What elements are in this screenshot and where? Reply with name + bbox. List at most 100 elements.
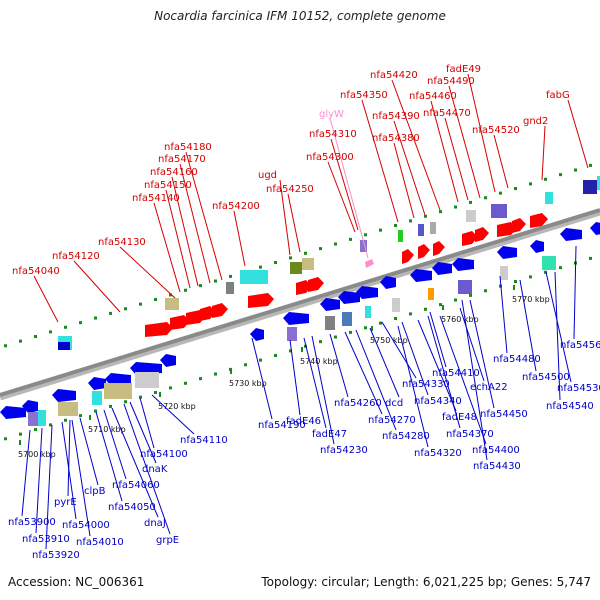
forward-gene-box <box>466 210 476 222</box>
reverse-gene-label: nfa53920 <box>32 550 80 561</box>
backbone <box>0 208 600 397</box>
reverse-gene-arrow <box>320 298 340 311</box>
tick-row-upper <box>349 237 352 241</box>
forward-gene-label: nfa54160 <box>150 167 198 178</box>
tick-row-upper <box>454 205 457 209</box>
tick-row-upper <box>424 214 427 218</box>
reverse-gene-label: nfa54230 <box>320 445 368 456</box>
forward-gene-box <box>226 282 234 294</box>
tick-row-lower <box>79 414 82 418</box>
reverse-gene-box <box>28 412 40 426</box>
reverse-gene-label: fadE48 <box>442 412 477 423</box>
tick-row-lower <box>544 270 547 274</box>
tick-row-upper <box>94 316 97 320</box>
tick-row-lower <box>334 335 337 339</box>
scale-label: 5720 kbp <box>158 402 196 411</box>
tick-row-upper <box>79 321 82 325</box>
reverse-gene-label: nfa54340 <box>414 396 462 407</box>
tick-row-upper <box>139 302 142 306</box>
tick-row-upper <box>4 344 7 348</box>
forward-gene-label: nfa54420 <box>370 70 418 81</box>
tick-row-lower <box>124 400 127 404</box>
reverse-gene-label: nfa54320 <box>414 448 462 459</box>
forward-gene-box <box>583 180 597 194</box>
reverse-gene-label: nfa54110 <box>180 435 228 446</box>
tick-row-lower <box>19 432 22 436</box>
reverse-leader-line <box>311 335 335 445</box>
forward-gene-label: nfa54460 <box>409 91 457 102</box>
forward-gene-label: fadE49 <box>446 64 481 75</box>
tick-row-upper <box>34 335 37 339</box>
reverse-gene-label: nfa54370 <box>446 429 494 440</box>
forward-gene-label: nfa54520 <box>472 125 520 136</box>
tick-row-upper <box>514 187 517 191</box>
reverse-gene-label: nfa54270 <box>368 415 416 426</box>
tick-row-lower <box>514 280 517 284</box>
reverse-leader-line <box>329 333 349 398</box>
forward-leader-line <box>165 189 191 289</box>
reverse-gene-arrow <box>530 240 544 253</box>
reverse-leader-line <box>289 339 301 416</box>
scale-label: 5760 kbp <box>441 315 479 324</box>
forward-gene-label: nfa54490 <box>427 76 475 87</box>
reverse-gene-box <box>325 316 335 330</box>
tick-row-lower <box>379 321 382 325</box>
reverse-leader-line <box>67 419 71 497</box>
reverse-leader-line <box>111 407 159 518</box>
tick-row-upper <box>274 261 277 265</box>
accession-text: Accession: NC_006361 <box>8 575 145 589</box>
forward-gene-arrow <box>402 249 414 264</box>
forward-gene-box <box>290 262 302 274</box>
reverse-gene-label: clpB <box>84 486 106 497</box>
forward-leader-line <box>119 246 176 299</box>
reverse-leader-line <box>417 319 457 412</box>
forward-gene-label: nfa54130 <box>98 237 146 248</box>
forward-gene-arrow <box>418 244 430 259</box>
tick-row-lower <box>64 418 67 422</box>
tick-row-upper <box>484 196 487 200</box>
scale-label: 5740 kbp <box>300 357 338 366</box>
tick-row-upper <box>184 288 187 292</box>
tick-row-upper <box>49 330 52 334</box>
forward-leader-line <box>391 79 441 211</box>
forward-gene-arrow <box>145 322 173 337</box>
reverse-leader-line <box>519 279 537 372</box>
reverse-leader-line <box>429 311 447 368</box>
tick-row-lower <box>469 293 472 297</box>
forward-gene-label: nfa54390 <box>372 111 420 122</box>
scale-label: 5750 kbp <box>370 336 408 345</box>
reverse-gene-label: nfa54010 <box>76 537 124 548</box>
tick-row-upper <box>229 274 232 278</box>
reverse-gene-label: nfa54100 <box>140 449 188 460</box>
forward-leader-line <box>493 134 509 189</box>
reverse-leader-line <box>554 271 561 401</box>
reverse-gene-label: fadE46 <box>286 416 321 427</box>
rna-leader-line <box>329 117 369 259</box>
forward-leader-line <box>33 275 59 323</box>
reverse-gene-label: dnaK <box>142 464 168 475</box>
reverse-gene-label: nfa54560 <box>560 340 600 351</box>
reverse-gene-arrow <box>560 228 582 241</box>
tick-row-upper <box>559 173 562 177</box>
tick-row-lower <box>154 391 157 395</box>
forward-leader-line <box>73 260 121 313</box>
forward-gene-label: ugd <box>258 170 277 181</box>
rna-gene-arrow <box>365 259 374 268</box>
reverse-gene-arrow <box>410 269 432 282</box>
reverse-gene-arrow <box>283 312 309 325</box>
forward-gene-arrow <box>308 277 324 292</box>
tick-row-upper <box>319 247 322 251</box>
reverse-gene-arrow <box>380 276 396 289</box>
reverse-leader-line <box>401 321 429 396</box>
tick-row-upper <box>589 163 592 167</box>
tick-row-lower <box>484 289 487 293</box>
forward-leader-line <box>185 151 223 281</box>
reverse-gene-arrow <box>0 406 26 419</box>
reverse-gene-box <box>458 280 472 294</box>
reverse-gene-label: nfa54410 <box>432 368 480 379</box>
reverse-gene-arrow <box>250 328 264 341</box>
forward-gene-label: nfa54250 <box>266 184 314 195</box>
tick-row-lower <box>244 363 247 367</box>
forward-gene-label: nfa54120 <box>52 251 100 262</box>
